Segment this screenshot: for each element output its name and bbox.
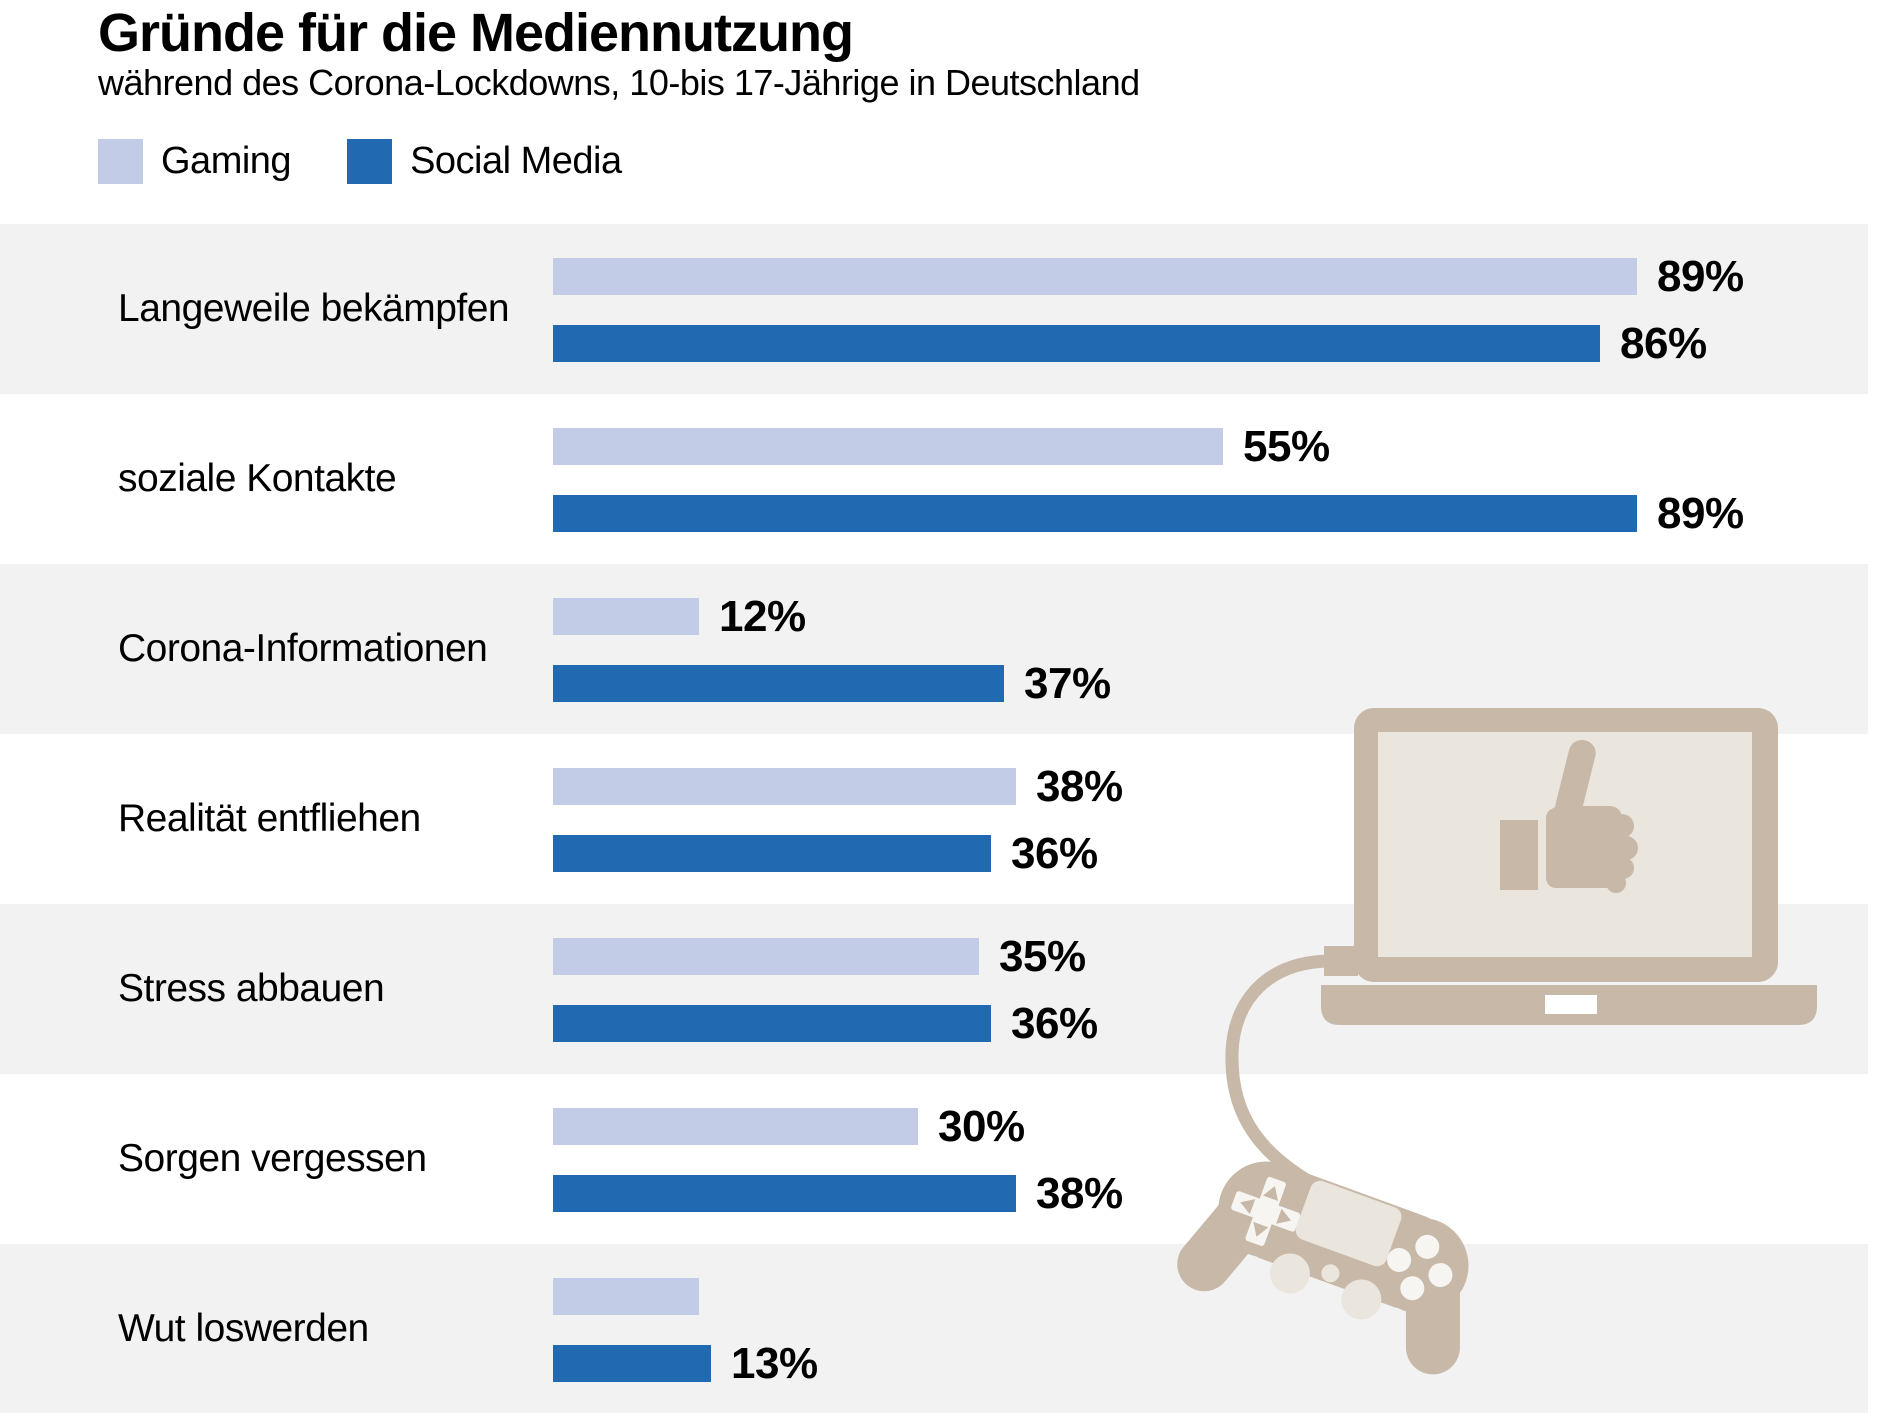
social-media-bar [553, 495, 1637, 532]
chart-row: Realität entfliehen 38% 36% [0, 734, 1868, 904]
chart-row: soziale Kontakte 55% 89% [0, 394, 1868, 564]
social-media-value: 89% [1657, 488, 1744, 538]
social-media-bar [553, 1175, 1016, 1212]
gaming-value: 55% [1243, 421, 1330, 471]
gaming-bar [553, 1278, 699, 1315]
social-media-swatch-icon [347, 138, 393, 184]
gaming-value: 12% [719, 591, 806, 641]
category-label: Wut loswerden [118, 1307, 369, 1350]
legend: Gaming Social Media [98, 136, 622, 186]
page-subtitle: während des Corona-Lockdowns, 10-bis 17-… [98, 62, 1140, 103]
chart-row: Wut loswerden 13% [0, 1244, 1868, 1413]
chart-row: Sorgen vergessen 30% 38% [0, 1074, 1868, 1244]
social-media-value: 86% [1620, 318, 1707, 368]
gaming-value: 35% [999, 931, 1086, 981]
gaming-bar [553, 768, 1016, 805]
gaming-bar [553, 938, 979, 975]
chart-rows: Langeweile bekämpfen 89% 86% soziale Kontak… [0, 224, 1880, 1413]
social-media-bar [553, 835, 991, 872]
social-media-value: 13% [731, 1338, 818, 1388]
social-media-bar [553, 1345, 711, 1382]
social-media-value: 36% [1011, 998, 1098, 1048]
gaming-bar [553, 428, 1223, 465]
social-media-bar [553, 325, 1600, 362]
category-label: soziale Kontakte [118, 457, 397, 500]
social-media-value: 37% [1024, 658, 1111, 708]
social-media-bar [553, 665, 1004, 702]
gaming-value: 30% [938, 1101, 1025, 1151]
category-label: Sorgen vergessen [118, 1137, 427, 1180]
gaming-bar [553, 1108, 918, 1145]
chart-row: Langeweile bekämpfen 89% 86% [0, 224, 1868, 394]
legend-item-social-media: Social Media [347, 138, 622, 184]
category-label: Langeweile bekämpfen [118, 287, 510, 330]
chart-row: Corona-Informationen 12% 37% [0, 564, 1868, 734]
chart-row: Stress abbauen 35% 36% [0, 904, 1868, 1074]
legend-label-gaming: Gaming [161, 139, 292, 182]
gaming-bar [553, 258, 1637, 295]
category-label: Realität entfliehen [118, 797, 421, 840]
legend-label-social-media: Social Media [410, 139, 622, 182]
legend-item-gaming: Gaming [98, 138, 292, 184]
gaming-swatch-icon [98, 138, 143, 184]
social-media-value: 38% [1036, 1168, 1123, 1218]
gaming-value: 89% [1657, 251, 1744, 301]
category-label: Stress abbauen [118, 967, 385, 1010]
category-label: Corona-Informationen [118, 627, 488, 670]
social-media-value: 36% [1011, 828, 1098, 878]
gaming-bar [553, 598, 699, 635]
social-media-bar [553, 1005, 991, 1042]
page-title: Gründe für die Mediennutzung [98, 3, 854, 63]
gaming-value: 38% [1036, 761, 1123, 811]
